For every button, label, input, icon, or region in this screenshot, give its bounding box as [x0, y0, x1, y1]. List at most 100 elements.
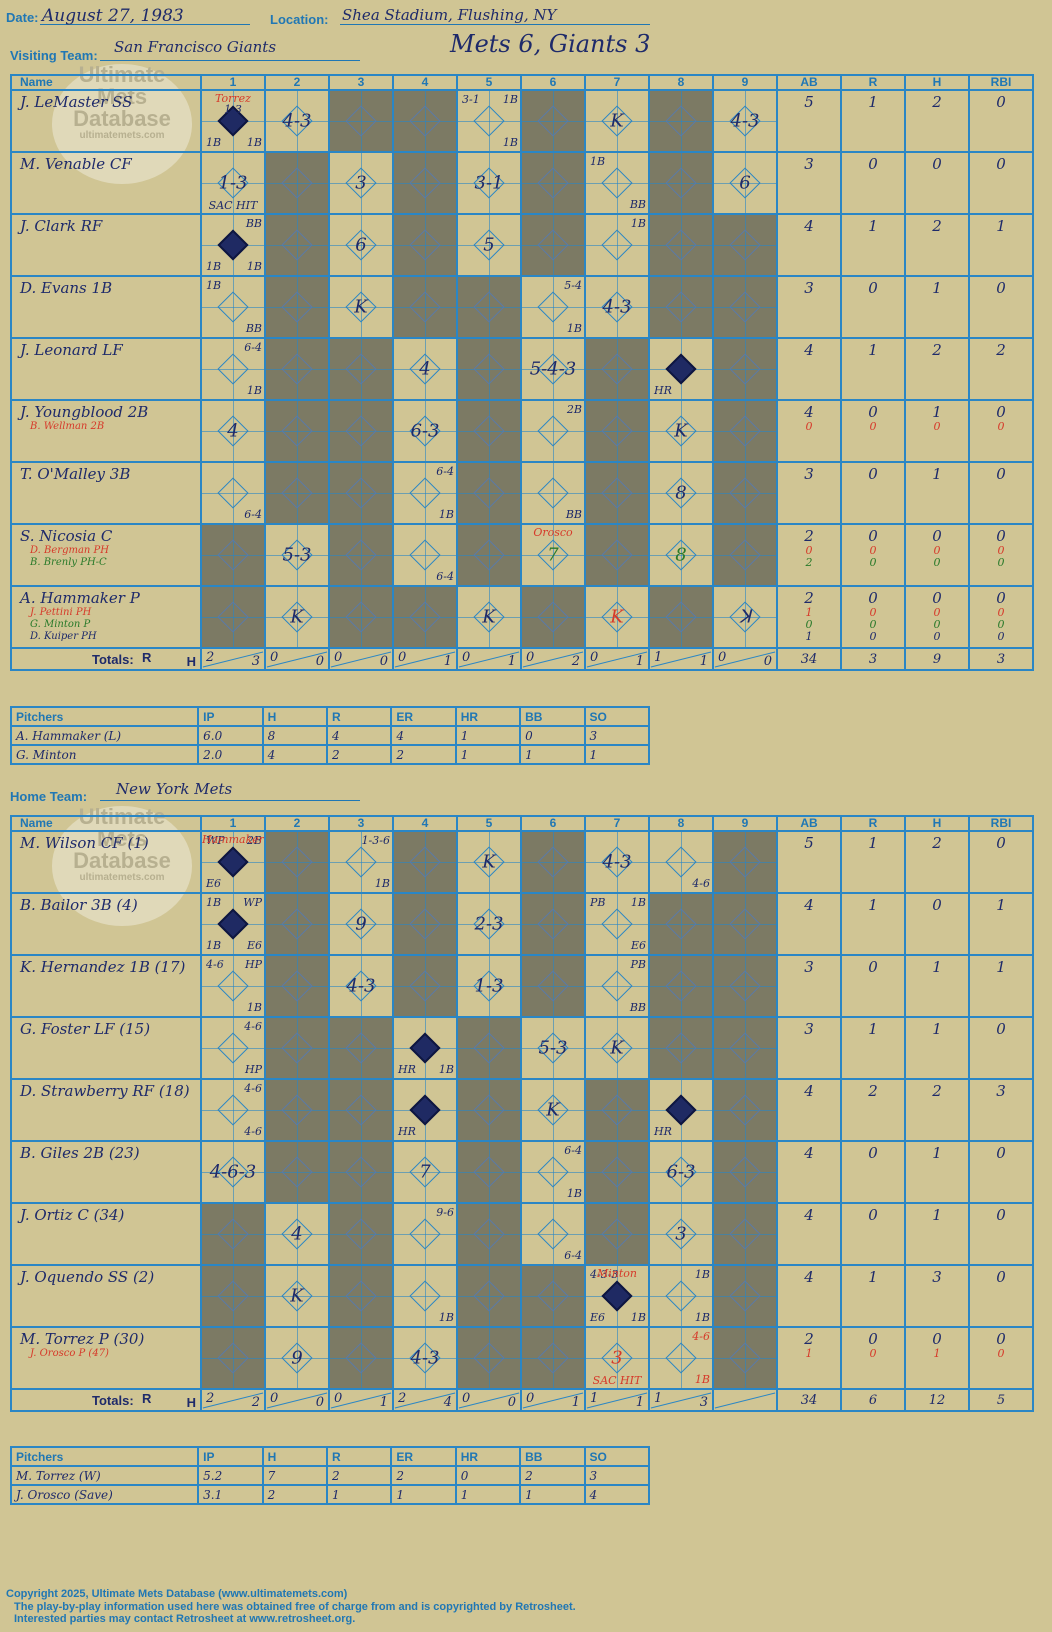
pitcher-hr: 1 [454, 744, 522, 765]
play-result: 4 [227, 420, 239, 442]
stat-total: 6 [840, 1388, 906, 1412]
cell-grid [331, 278, 391, 336]
stat-value: 4 [804, 403, 814, 421]
play-note: HR [654, 1125, 672, 1138]
pitcher-col-header: BB [519, 1446, 586, 1467]
pitcher-hr: 1 [454, 1484, 522, 1505]
cell-grid [715, 1143, 775, 1201]
stat-header: H [904, 815, 970, 832]
visiting-team-value: San Francisco Giants [114, 38, 277, 56]
visiting-underline [100, 60, 360, 61]
cell-grid [587, 1143, 647, 1201]
inning-hits: 0 [315, 654, 324, 669]
cell-grid [395, 278, 455, 336]
at-bat-cell [456, 399, 522, 463]
stat-cell: 0 [840, 461, 906, 525]
at-bat-cell [200, 1202, 266, 1266]
at-bat-cell [584, 1078, 650, 1142]
pitcher-ip: 2.0 [197, 744, 264, 765]
at-bat-cell: 4-3 [392, 1326, 458, 1390]
cell-grid [459, 216, 519, 274]
inning-hits: 0 [507, 1395, 516, 1410]
stat-value: 0 [869, 630, 877, 643]
stat-cell: 3 [776, 954, 842, 1018]
at-bat-cell: 1B 1B [648, 1264, 714, 1328]
inning-header: 7 [584, 815, 650, 832]
pitcher-col-header: HR [454, 1446, 522, 1467]
stat-total: 12 [904, 1388, 970, 1412]
player-name: M. Torrez P (30) [20, 1330, 145, 1348]
play-result: 4-3 [410, 1347, 440, 1369]
stat-cell: 0 [840, 151, 906, 215]
at-bat-cell [648, 585, 714, 649]
cell-grid [203, 526, 263, 584]
at-bat-cell: K [328, 275, 394, 339]
play-note: 1-3-6 [361, 834, 390, 847]
at-bat-cell [392, 585, 458, 649]
cell-grid [715, 340, 775, 398]
at-bat-cell [264, 892, 330, 956]
header-row: Name 1 2 3 4 5 6 7 8 9 AB R H RBI [10, 815, 1034, 832]
pitcher-name: M. Torrez (W) [9, 1465, 200, 1486]
cell-grid [203, 402, 263, 460]
stat-value: 3 [932, 1268, 942, 1286]
play-result: 4-6-3 [209, 1161, 257, 1183]
totals-label-text: Totals: [92, 652, 134, 667]
stat-value: 1 [932, 403, 942, 421]
at-bat-cell: 4-6 HP 1B [200, 954, 266, 1018]
stat-value: 0 [996, 279, 1006, 297]
cell-grid [395, 340, 455, 398]
play-note: SAC HIT [592, 1374, 642, 1387]
stat-value: 0 [996, 155, 1006, 173]
cell-grid [523, 1329, 583, 1387]
play-note: 1B [206, 136, 222, 149]
cell-grid [331, 1205, 391, 1263]
stat-value: 0 [805, 618, 813, 631]
inning-runs: 1 [654, 650, 663, 665]
stat-total: 3 [968, 647, 1034, 671]
cell-grid [459, 1329, 519, 1387]
at-bat-cell: 3-1 [456, 151, 522, 215]
pitcher-h: 4 [261, 744, 328, 765]
pitcher-name: G. Minton [9, 744, 200, 765]
at-bat-cell [264, 1016, 330, 1080]
play-result: 6-3 [666, 1161, 696, 1183]
play-result: 4-3 [730, 110, 760, 132]
stat-value: 3 [804, 1020, 814, 1038]
home-team-label: Home Team: [10, 789, 88, 804]
cell-grid [459, 1267, 519, 1325]
cell-grid [331, 216, 391, 274]
play-note: PB [590, 896, 606, 909]
play-note: Hammaker [202, 833, 265, 846]
pitcher-col-header: ER [390, 1446, 457, 1467]
stat-value: 1 [932, 958, 942, 976]
player-name: B. Bailor 3B (4) [20, 896, 138, 914]
cell-grid [651, 278, 711, 336]
cell-grid [203, 1329, 263, 1387]
stat-cell: 1 [968, 213, 1034, 277]
at-bat-cell: K [456, 830, 522, 894]
stat-value: 1 [932, 1206, 942, 1224]
at-bat-cell: 3 [648, 1202, 714, 1266]
cell-grid [715, 1329, 775, 1387]
stat-total: 9 [904, 647, 970, 671]
cell-grid [331, 92, 391, 150]
pitcher-h: 8 [261, 725, 328, 746]
at-bat-cell: 3 [328, 151, 394, 215]
at-bat-cell [456, 461, 522, 525]
cell-grid [331, 1019, 391, 1077]
at-bat-cell [520, 151, 586, 215]
at-bat-cell [456, 1264, 522, 1328]
substitute-name: B. Brenly PH-C [30, 557, 107, 568]
stat-value: 1 [932, 1020, 942, 1038]
play-note: 1B [246, 1001, 262, 1014]
stat-cell: 2 [968, 337, 1034, 401]
at-bat-cell: 4-6 HP [200, 1016, 266, 1080]
cell-grid [331, 154, 391, 212]
play-result: 4-3 [602, 851, 632, 873]
